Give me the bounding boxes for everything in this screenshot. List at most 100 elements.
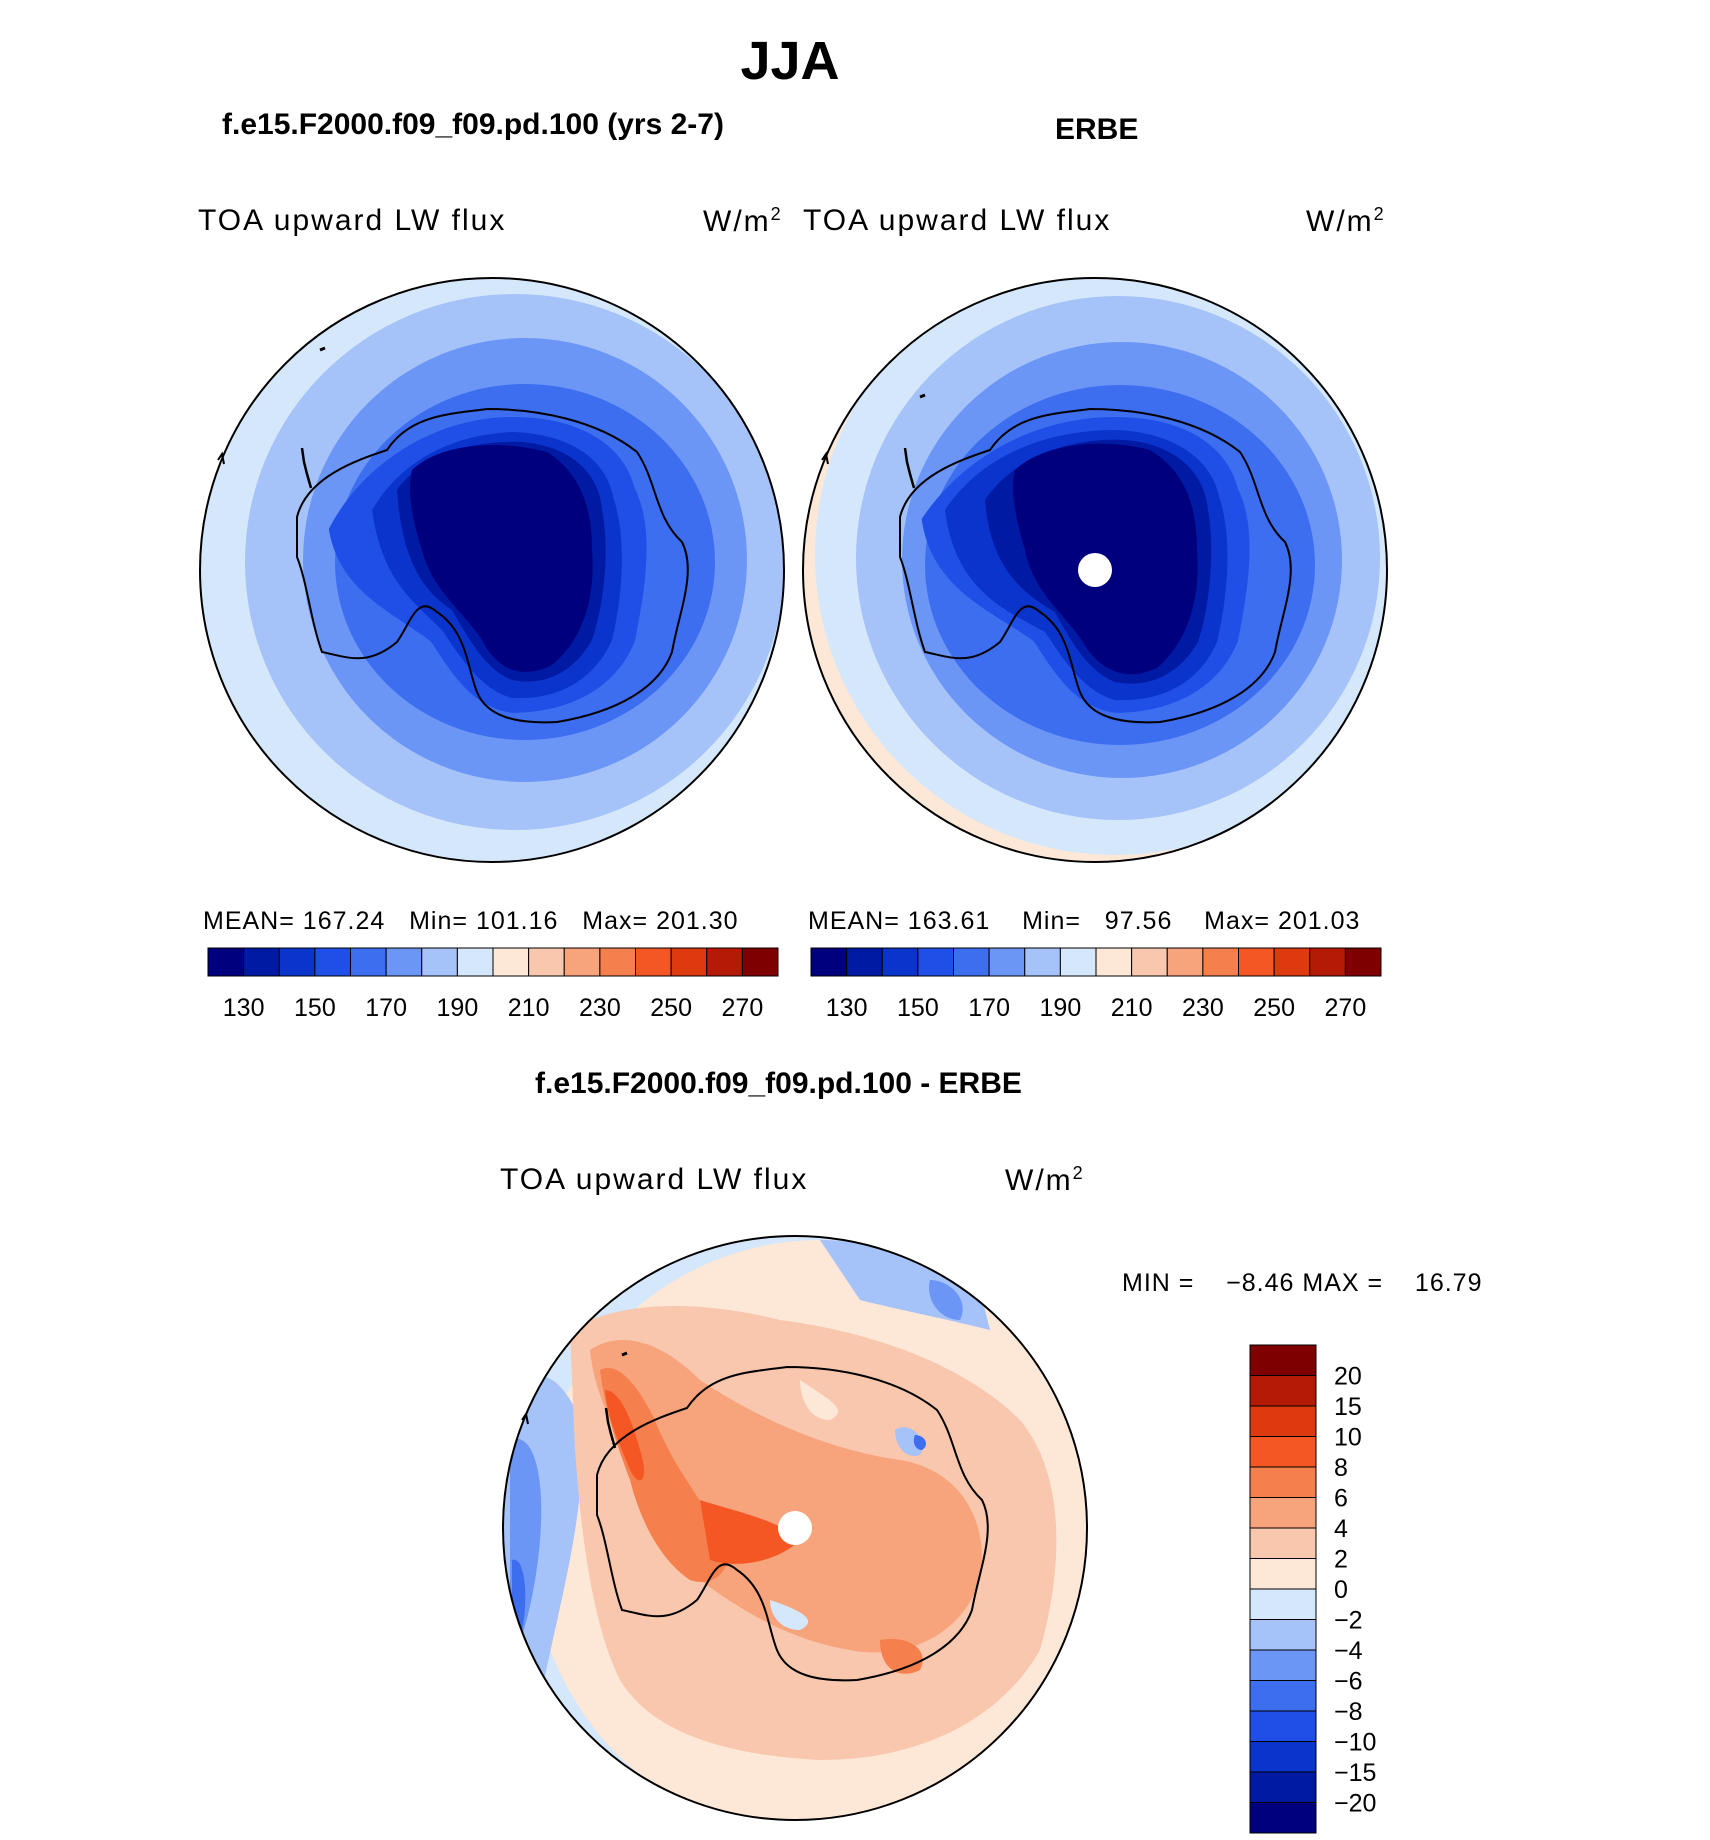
model-max-value: 201.30 (656, 907, 739, 935)
diff-max-value: 16.79 (1414, 1269, 1483, 1297)
obs-map (803, 278, 1387, 862)
diff-colorbar-tick-label: 6 (1334, 1485, 1348, 1513)
diff-colorbar-tick-label: −8 (1334, 1698, 1363, 1726)
model-colorbar-box (563, 947, 601, 977)
diff-max-label: MAX = (1302, 1269, 1384, 1297)
model-mean-value: 167.24 (302, 907, 386, 935)
model-colorbar-box (456, 947, 494, 977)
difference-title: f.e15.F2000.f09_f09.pd.100 - ERBE (535, 1067, 1022, 1100)
model-colorbar-box (670, 947, 708, 977)
obs-max-label: Max= (1204, 907, 1270, 935)
diff-colorbar-tick-label: 15 (1334, 1393, 1362, 1421)
model-variable-label: TOA upward LW flux (198, 204, 507, 237)
obs-colorbar-tick-label: 270 (1325, 994, 1367, 1022)
model-colorbar-tick-label: 250 (650, 994, 692, 1022)
diff-colorbar-box (1249, 1741, 1317, 1773)
diff-colorbar-box (1249, 1527, 1317, 1559)
diff-colorbar-tick-label: −15 (1334, 1759, 1376, 1787)
obs-mean-value: 163.61 (907, 907, 991, 935)
model-min-label: Min= (409, 907, 468, 935)
model-colorbar-box (492, 947, 530, 977)
diff-map-border (502, 1235, 1088, 1821)
diff-colorbar-tick-label: −4 (1334, 1637, 1363, 1665)
model-units-label: W/m2 (703, 204, 783, 238)
obs-colorbar-tick-label: 250 (1253, 994, 1295, 1022)
model-colorbar-tick-label: 230 (579, 994, 621, 1022)
diff-units-label: W/m2 (1005, 1163, 1085, 1197)
diff-colorbar-tick-label: −20 (1334, 1790, 1376, 1818)
diff-colorbar-tick-label: 0 (1334, 1576, 1348, 1604)
model-colorbar-tick-label: 170 (365, 994, 407, 1022)
model-colorbar-tick-label: 150 (294, 994, 336, 1022)
model-colorbar-tick-label: 190 (437, 994, 479, 1022)
model-colorbar-tick-label: 270 (722, 994, 764, 1022)
obs-min-label: Min= (1022, 907, 1081, 935)
diff-pole-hole (778, 1511, 812, 1545)
model-colorbar-box (314, 947, 351, 977)
obs-mean-label: MEAN= (808, 907, 900, 935)
obs-colorbar-box (953, 947, 990, 977)
obs-colorbar-box (1059, 947, 1097, 977)
obs-colorbar-box (988, 947, 1026, 977)
diff-min-value: −8.46 (1226, 1269, 1295, 1297)
model-colorbar-box (350, 947, 387, 977)
model-mean-label: MEAN= (203, 907, 295, 935)
obs-map-border (802, 277, 1388, 863)
obs-colorbar-tick-label: 130 (826, 994, 868, 1022)
model-min-value: 101.16 (475, 907, 559, 935)
diff-colorbar-box (1249, 1558, 1317, 1590)
model-map-border (199, 277, 785, 863)
diff-colorbar-box (1249, 1619, 1317, 1651)
obs-colorbar-box (1202, 947, 1239, 977)
season-title: JJA (740, 31, 840, 91)
obs-colorbar-tick-label: 170 (968, 994, 1010, 1022)
diff-colorbar-tick-label: 2 (1334, 1546, 1348, 1574)
model-colorbar-box (243, 947, 280, 977)
obs-colorbar-box (1273, 947, 1311, 977)
model-colorbar-box (741, 947, 779, 977)
diff-colorbar-tick-label: −6 (1334, 1668, 1363, 1696)
obs-colorbar-tick-label: 230 (1182, 994, 1224, 1022)
diff-colorbar-box (1249, 1710, 1317, 1742)
diff-colorbar-box (1249, 1466, 1317, 1498)
diff-stats: MIN = −8.46 MAX = 16.79 (1122, 1269, 1482, 1298)
model-case-title: f.e15.F2000.f09_f09.pd.100 (yrs 2-7) (222, 108, 724, 141)
diff-colorbar-box (1249, 1375, 1317, 1407)
diff-colorbar-box (1249, 1680, 1317, 1712)
model-colorbar-tick-label: 210 (508, 994, 550, 1022)
obs-colorbar-box (1024, 947, 1061, 977)
model-colorbar-box (278, 947, 316, 977)
obs-colorbar: 130 150 170 190 210 230 250 270 (810, 947, 1382, 1022)
model-colorbar-box (207, 947, 245, 977)
obs-pole-hole (1078, 553, 1112, 587)
obs-colorbar-tick-label: 150 (897, 994, 939, 1022)
model-colorbar-box (599, 947, 636, 977)
obs-max-value: 201.03 (1277, 907, 1361, 935)
diff-colorbar-tick-label: −10 (1334, 1729, 1376, 1757)
diff-colorbar-box (1249, 1588, 1317, 1620)
diff-colorbar-tick-label: 20 (1334, 1363, 1362, 1391)
obs-colorbar-box (881, 947, 919, 977)
obs-stats: MEAN= 163.61 Min= 97.56 Max= 201.03 (808, 907, 1360, 936)
model-colorbar-box (635, 947, 672, 977)
diff-colorbar-box (1249, 1771, 1317, 1803)
obs-colorbar-box (1344, 947, 1382, 977)
diff-colorbar-tick-label: −2 (1334, 1607, 1363, 1635)
obs-colorbar-box (1238, 947, 1275, 977)
model-colorbar-box (528, 947, 565, 977)
model-map (200, 278, 784, 862)
diff-colorbar-box (1249, 1649, 1317, 1681)
diff-colorbar-box (1249, 1497, 1317, 1529)
obs-colorbar-box (1309, 947, 1346, 977)
obs-colorbar-box (1131, 947, 1168, 977)
model-colorbar-box (706, 947, 743, 977)
obs-colorbar-box (1166, 947, 1204, 977)
diff-colorbar-box (1249, 1802, 1317, 1834)
obs-colorbar-box (846, 947, 883, 977)
diff-min-label: MIN = (1122, 1269, 1195, 1297)
diff-colorbar-tick-label: 4 (1334, 1515, 1348, 1543)
obs-units-label: W/m2 (1306, 204, 1386, 238)
diff-colorbar-tick-label: 10 (1334, 1424, 1362, 1452)
